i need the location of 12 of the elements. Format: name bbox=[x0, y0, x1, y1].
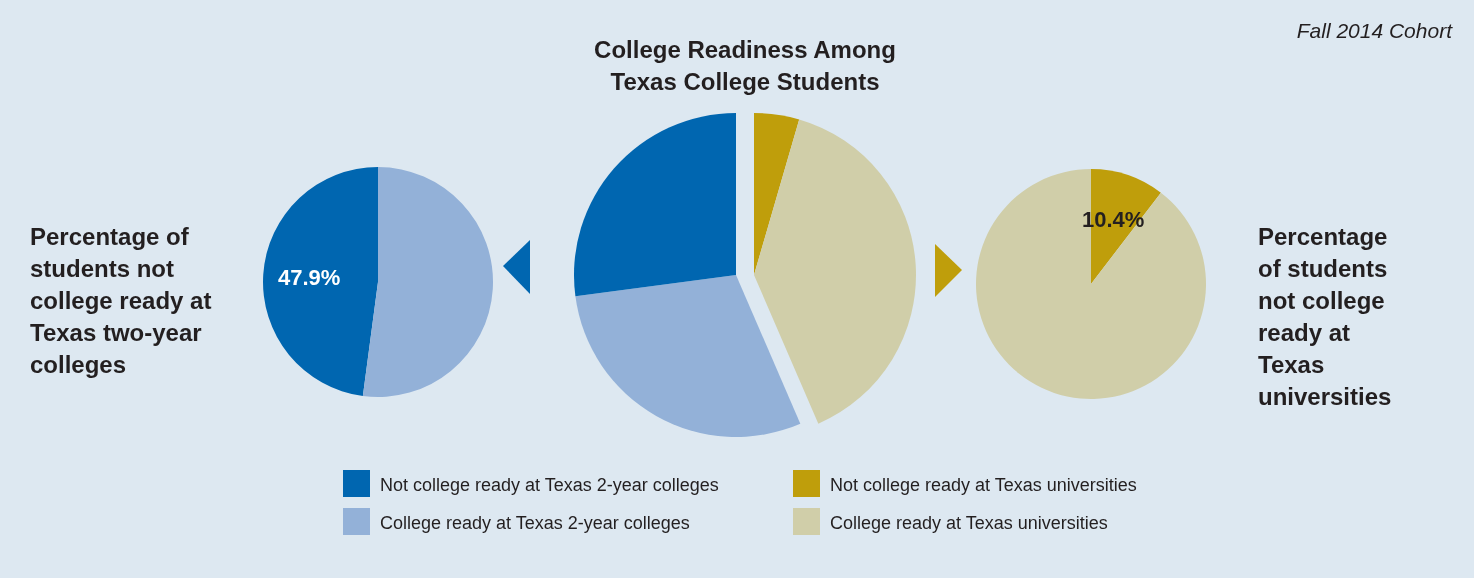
text: Fall 2014 Cohort bbox=[1296, 19, 1454, 42]
data-label: 47.9% bbox=[277, 265, 341, 291]
text: Percentage of students not college ready at Texas two-year colleges bbox=[30, 223, 212, 378]
pie-slice bbox=[362, 167, 493, 397]
pie-slice bbox=[263, 167, 378, 396]
legend-label: Not college ready at Texas 2-year colleges bbox=[380, 475, 719, 495]
text: Percentage of students not college ready at Texas universities bbox=[1258, 223, 1392, 410]
chart-title: College Readiness Among Texas College Students bbox=[594, 36, 896, 95]
legend-label: Not college ready at Texas universities bbox=[830, 475, 1137, 495]
pie-slice bbox=[976, 169, 1206, 399]
legend-label: College ready at Texas universities bbox=[830, 513, 1108, 533]
legend-label: College ready at Texas 2-year colleges bbox=[380, 513, 690, 533]
